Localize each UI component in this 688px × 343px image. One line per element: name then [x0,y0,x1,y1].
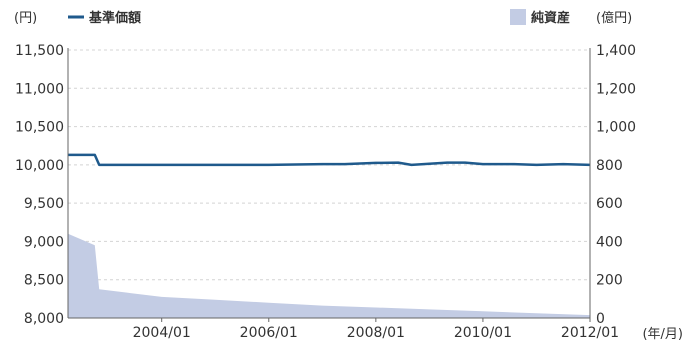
left-axis-ticks: 8,000 8,500 9,000 9,500 10,000 10,500 11,000 11… [15,43,64,327]
left-axis-unit: (円) [14,11,37,26]
x-tick-label: 2006/01 [240,325,298,341]
left-tick-label: 9,000 [24,234,64,250]
right-tick-label: 1,400 [596,43,636,59]
assets-legend-label: 純資産 [531,10,570,26]
x-tick-label: 2012/01 [561,325,619,341]
nav-line [68,153,591,167]
left-tick-label: 11,000 [15,81,64,97]
right-tick-label: 400 [596,234,623,250]
left-tick-label: 11,500 [15,43,64,59]
x-axis-unit: (年/月) [642,327,683,342]
right-tick-label: 1,000 [596,120,636,136]
axes [67,48,591,319]
left-tick-label: 10,000 [15,158,64,174]
nav-line-layer [68,153,591,167]
left-tick-label: 8,500 [24,273,64,289]
nav-legend-label: 基準価額 [88,10,141,26]
assets-legend-swatch [510,9,526,25]
right-axis-unit: (億円) [596,10,632,26]
net-assets-area-layer [68,233,590,318]
right-tick-label: 800 [596,158,623,174]
left-tick-label: 9,500 [24,196,64,212]
x-tick-label: 2010/01 [454,325,512,341]
right-tick-label: 200 [596,273,623,289]
left-tick-label: 10,500 [15,120,64,136]
x-axis-ticks: 2004/01 2006/01 2008/01 2010/01 2012/01 [133,318,619,341]
right-tick-label: 1,200 [596,81,636,97]
right-tick-label: 600 [596,196,623,212]
right-axis-ticks: 0 200 400 600 800 1,000 1,200 1,400 [596,43,636,327]
x-tick-label: 2008/01 [347,325,405,341]
x-tick-label: 2004/01 [133,325,191,341]
net-assets-area [68,233,590,318]
left-tick-label: 8,000 [24,311,64,327]
right-tick-label: 0 [596,311,605,327]
